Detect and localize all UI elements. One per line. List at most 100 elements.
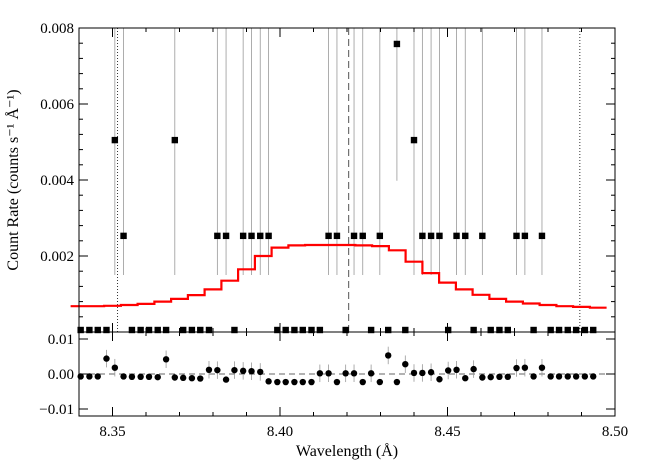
main-data-points (77, 40, 597, 334)
residual-point (342, 370, 349, 377)
residual-point (231, 366, 238, 374)
residual-points (77, 352, 597, 386)
data-point (453, 232, 460, 240)
data-point (282, 326, 289, 334)
residual-point (128, 373, 136, 380)
data-point (530, 326, 537, 334)
y-tick-label: 0.002 (40, 249, 74, 265)
residual-point (291, 378, 298, 386)
data-point (188, 326, 196, 334)
residual-point (282, 378, 289, 386)
residual-point (419, 369, 426, 377)
data-point (162, 326, 170, 334)
residual-point (103, 355, 110, 362)
residual-point (257, 368, 264, 376)
data-point (111, 136, 119, 144)
residual-point (325, 370, 332, 377)
residual-point (239, 367, 247, 375)
data-point (265, 232, 272, 240)
residual-point (86, 373, 93, 380)
data-point (538, 232, 546, 240)
residual-panel: −0.01 0.00 0.01 8.35 8.40 8.45 8.50 Wavelengt… (39, 331, 628, 460)
data-point (257, 232, 264, 240)
data-point (393, 40, 401, 48)
residual-point (385, 352, 392, 359)
residual-point (137, 373, 144, 380)
model-curve (70, 243, 607, 309)
residual-y-tick-label: 0.00 (48, 367, 74, 383)
residual-point (555, 373, 563, 380)
residual-point (179, 374, 187, 382)
model-step-line (70, 243, 607, 309)
residual-point (316, 370, 324, 377)
data-point (325, 232, 332, 240)
x-tick-label: 8.50 (602, 424, 628, 440)
residual-point (265, 378, 272, 385)
data-point (239, 232, 247, 240)
residual-point (94, 373, 101, 380)
data-point (350, 232, 358, 240)
data-point (564, 326, 571, 334)
data-point (367, 326, 375, 334)
residual-point (470, 365, 477, 373)
data-point (308, 326, 315, 334)
residual-point (496, 373, 503, 380)
data-point (333, 232, 341, 240)
residual-point (590, 373, 597, 380)
data-point (410, 136, 418, 144)
residual-point (333, 378, 341, 386)
data-point (171, 136, 179, 144)
data-point (376, 232, 384, 240)
main-panel: 0.002 0.004 0.006 0.008 Count Rate (counts … (4, 21, 616, 334)
main-vertical-lines (117, 28, 581, 332)
residual-point (171, 374, 179, 381)
data-point (402, 326, 409, 334)
data-point (513, 232, 520, 240)
data-point (145, 326, 153, 334)
residual-point (248, 368, 255, 375)
residual-y-tick-label: −0.01 (39, 402, 74, 418)
residual-point (359, 378, 366, 386)
data-point (291, 326, 298, 334)
residual-point (111, 364, 119, 371)
residual-point (487, 373, 494, 381)
data-point (77, 326, 84, 334)
data-point (342, 326, 349, 334)
y-tick-label: 0.004 (40, 173, 74, 189)
data-point (137, 326, 144, 334)
residual-point (274, 378, 281, 386)
residual-point (145, 373, 153, 380)
residual-point (462, 375, 469, 382)
data-point (316, 326, 324, 334)
data-point (299, 326, 306, 334)
residual-point (367, 370, 375, 377)
data-point (179, 326, 187, 334)
x-tick-label: 8.35 (99, 424, 125, 440)
data-point (197, 326, 204, 334)
residual-point (530, 373, 537, 380)
residual-point (214, 366, 221, 374)
data-point (547, 326, 554, 334)
data-point (103, 326, 110, 334)
residual-point (376, 378, 384, 386)
data-point (496, 326, 503, 334)
main-x-axis-ticks (78, 28, 616, 332)
residual-point (350, 370, 358, 377)
y-axis-label: Count Rate (counts s⁻¹ Å⁻¹) (4, 89, 22, 270)
residual-point (444, 367, 452, 374)
data-point (555, 326, 563, 334)
residual-point (222, 376, 230, 383)
residual-point (402, 361, 409, 368)
data-point (504, 326, 511, 334)
residual-point (547, 373, 554, 380)
residual-point (564, 373, 571, 380)
residual-point (120, 373, 127, 380)
residual-point (299, 378, 306, 386)
data-point (581, 326, 589, 334)
data-point (427, 232, 435, 240)
data-point (479, 232, 486, 240)
residual-point (581, 373, 589, 380)
data-point (521, 232, 529, 240)
data-point (128, 326, 136, 334)
